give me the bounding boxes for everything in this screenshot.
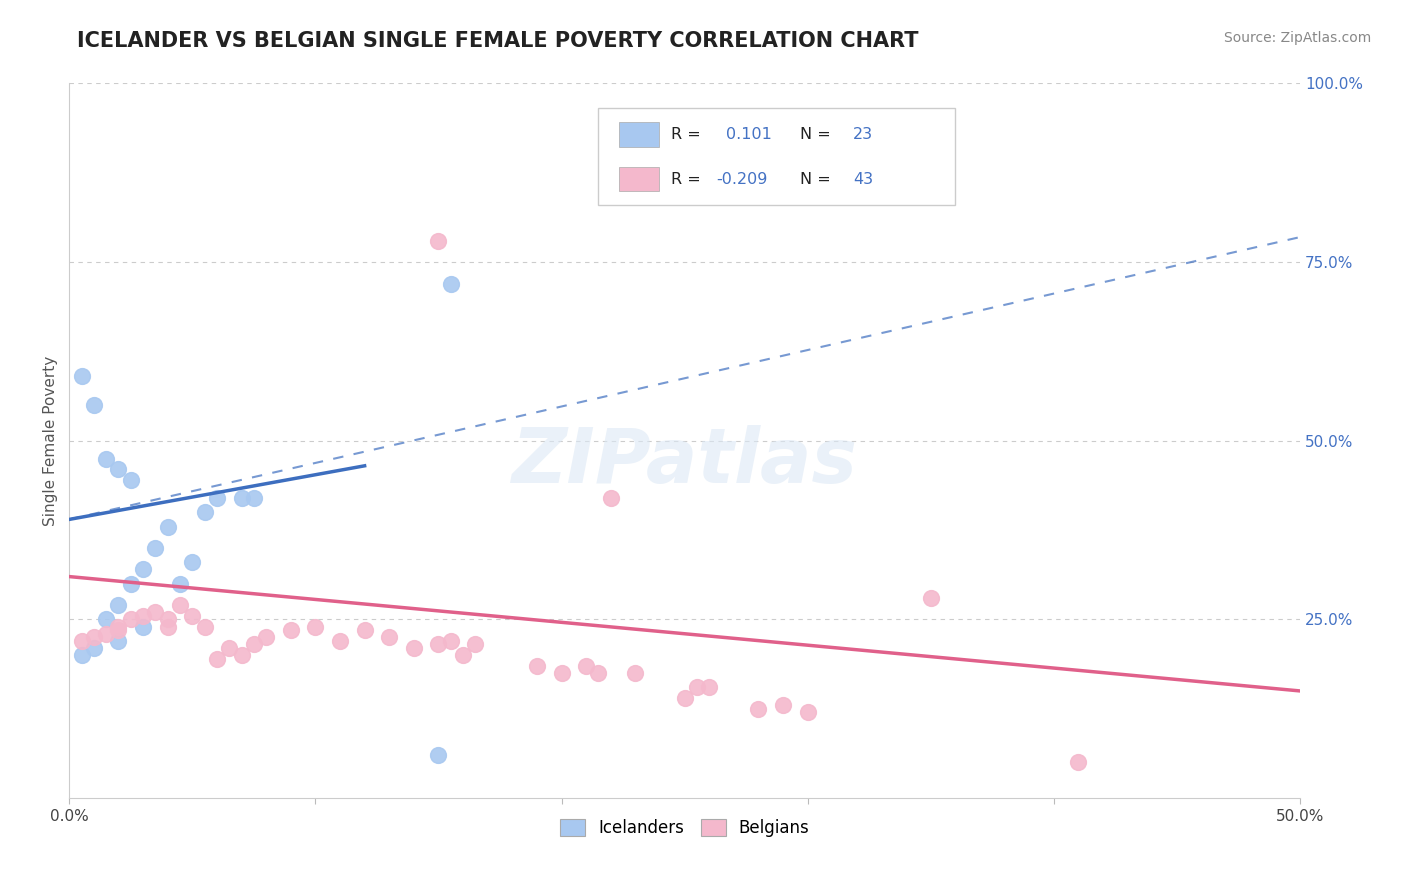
Point bbox=[231, 491, 253, 505]
Text: N =: N = bbox=[800, 127, 837, 142]
Point bbox=[194, 619, 217, 633]
Point bbox=[378, 630, 401, 644]
Point bbox=[254, 630, 277, 644]
Point bbox=[145, 541, 167, 555]
Point bbox=[280, 623, 302, 637]
Point bbox=[772, 698, 794, 713]
Point bbox=[145, 605, 167, 619]
FancyBboxPatch shape bbox=[599, 109, 956, 205]
Text: N =: N = bbox=[800, 171, 837, 186]
Point bbox=[181, 555, 204, 569]
Point bbox=[169, 576, 191, 591]
Point bbox=[83, 398, 105, 412]
Point bbox=[673, 691, 696, 706]
Text: 43: 43 bbox=[853, 171, 873, 186]
Point bbox=[107, 619, 129, 633]
Text: R =: R = bbox=[671, 127, 706, 142]
Text: Source: ZipAtlas.com: Source: ZipAtlas.com bbox=[1223, 31, 1371, 45]
Text: -0.209: -0.209 bbox=[717, 171, 768, 186]
Point bbox=[550, 666, 572, 681]
Point bbox=[353, 623, 375, 637]
Point bbox=[427, 234, 450, 248]
Point bbox=[70, 648, 93, 663]
Point bbox=[96, 612, 118, 626]
Point bbox=[132, 608, 155, 623]
Point bbox=[329, 634, 352, 648]
Point bbox=[464, 638, 486, 652]
Point bbox=[243, 491, 266, 505]
Point bbox=[156, 519, 179, 533]
Point bbox=[156, 619, 179, 633]
Point bbox=[427, 748, 450, 763]
Point bbox=[83, 641, 105, 656]
Point bbox=[920, 591, 942, 605]
Point bbox=[304, 619, 326, 633]
Point bbox=[575, 659, 598, 673]
Point bbox=[107, 598, 129, 612]
Point bbox=[1067, 756, 1090, 770]
Point bbox=[231, 648, 253, 663]
Legend: Icelanders, Belgians: Icelanders, Belgians bbox=[553, 812, 817, 844]
Point bbox=[107, 462, 129, 476]
Point bbox=[588, 666, 610, 681]
Bar bbox=[620, 122, 659, 146]
Point bbox=[205, 491, 228, 505]
Point bbox=[686, 681, 709, 695]
Point bbox=[83, 630, 105, 644]
Point bbox=[218, 641, 240, 656]
Point bbox=[427, 638, 450, 652]
Point bbox=[107, 623, 129, 637]
Point bbox=[132, 619, 155, 633]
Point bbox=[120, 576, 142, 591]
Text: ZIPatlas: ZIPatlas bbox=[512, 425, 858, 500]
Point bbox=[451, 648, 474, 663]
Point bbox=[243, 638, 266, 652]
Point bbox=[120, 473, 142, 487]
Point bbox=[697, 681, 720, 695]
Point bbox=[70, 369, 93, 384]
Point bbox=[120, 612, 142, 626]
Y-axis label: Single Female Poverty: Single Female Poverty bbox=[44, 356, 58, 526]
Point bbox=[205, 652, 228, 666]
Text: R =: R = bbox=[671, 171, 706, 186]
Point bbox=[96, 451, 118, 466]
Text: 0.101: 0.101 bbox=[727, 127, 772, 142]
Text: ICELANDER VS BELGIAN SINGLE FEMALE POVERTY CORRELATION CHART: ICELANDER VS BELGIAN SINGLE FEMALE POVER… bbox=[77, 31, 920, 51]
Point bbox=[70, 634, 93, 648]
Point bbox=[194, 505, 217, 519]
Point bbox=[599, 491, 621, 505]
Point bbox=[169, 598, 191, 612]
Point bbox=[96, 626, 118, 640]
Point bbox=[440, 634, 463, 648]
Point bbox=[624, 666, 647, 681]
Text: 23: 23 bbox=[853, 127, 873, 142]
Point bbox=[156, 612, 179, 626]
Bar bbox=[620, 167, 659, 191]
Point bbox=[402, 641, 425, 656]
Point bbox=[181, 608, 204, 623]
Point bbox=[747, 702, 769, 716]
Point bbox=[107, 634, 129, 648]
Point bbox=[132, 562, 155, 576]
Point bbox=[796, 706, 818, 720]
Point bbox=[440, 277, 463, 291]
Point bbox=[526, 659, 548, 673]
